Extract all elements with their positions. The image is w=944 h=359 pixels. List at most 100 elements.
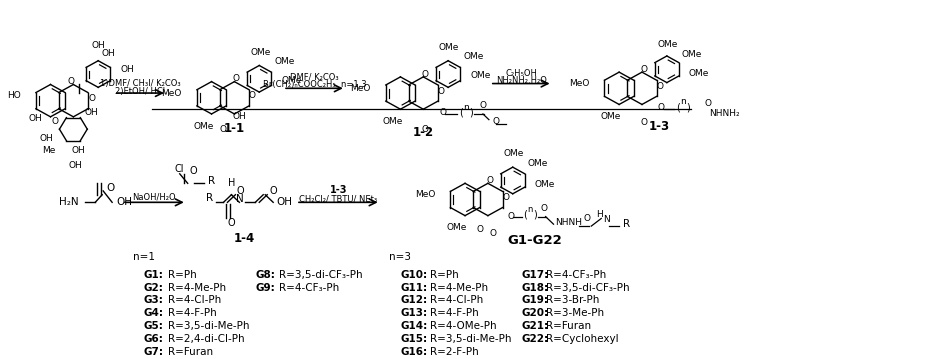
Text: OMe: OMe: [250, 48, 270, 57]
Text: G20:: G20:: [521, 308, 548, 318]
Text: Cl: Cl: [175, 164, 184, 174]
Text: OMe: OMe: [503, 149, 523, 158]
Text: G15:: G15:: [400, 334, 427, 344]
Text: O: O: [439, 108, 446, 117]
Text: NaOH/H₂O: NaOH/H₂O: [132, 192, 176, 201]
Text: G12:: G12:: [400, 295, 427, 306]
Text: OH: OH: [120, 65, 134, 74]
Text: O: O: [190, 166, 197, 176]
Text: CH₂Cl₂/ TBTU/ NEt₃: CH₂Cl₂/ TBTU/ NEt₃: [299, 194, 377, 203]
Text: O: O: [493, 117, 499, 126]
Text: R=Cyclohexyl: R=Cyclohexyl: [545, 334, 617, 344]
Text: G13:: G13:: [400, 308, 427, 318]
Text: R=4-CF₃-Ph: R=4-CF₃-Ph: [545, 270, 605, 280]
Text: O: O: [232, 74, 240, 83]
Text: R=3,5-di-Me-Ph: R=3,5-di-Me-Ph: [168, 321, 249, 331]
Text: 2)EtOH/ HCl: 2)EtOH/ HCl: [115, 87, 165, 95]
Text: R=3,5-di-CF₃-Ph: R=3,5-di-CF₃-Ph: [278, 270, 362, 280]
Text: G10:: G10:: [400, 270, 427, 280]
Text: 1-4: 1-4: [233, 232, 255, 245]
Text: N: N: [235, 195, 243, 205]
Text: ): ): [685, 102, 689, 112]
Text: n: n: [527, 205, 531, 214]
Text: 1-3: 1-3: [648, 120, 668, 133]
Text: R=Ph: R=Ph: [168, 270, 196, 280]
Text: OH: OH: [68, 161, 82, 170]
Text: (: (: [459, 107, 463, 117]
Text: R: R: [206, 192, 213, 202]
Text: R=4-OMe-Ph: R=4-OMe-Ph: [430, 321, 497, 331]
Text: OMe: OMe: [438, 43, 459, 52]
Text: MeO: MeO: [350, 84, 370, 93]
Text: O: O: [106, 183, 114, 193]
Text: O: O: [437, 87, 445, 95]
Text: R=Furan: R=Furan: [168, 347, 212, 357]
Text: R: R: [622, 219, 630, 229]
Text: O: O: [248, 92, 256, 101]
Text: G14:: G14:: [400, 321, 428, 331]
Text: G5:: G5:: [143, 321, 163, 331]
Text: OMe: OMe: [534, 180, 554, 189]
Text: G11:: G11:: [400, 283, 427, 293]
Text: R: R: [208, 176, 214, 186]
Text: n: n: [463, 103, 468, 112]
Text: R=3,5-di-CF₃-Ph: R=3,5-di-CF₃-Ph: [545, 283, 629, 293]
Text: G2:: G2:: [143, 283, 163, 293]
Text: O: O: [540, 204, 547, 213]
Text: OH: OH: [92, 41, 105, 50]
Text: OMe: OMe: [447, 224, 466, 233]
Text: G19:: G19:: [521, 295, 548, 306]
Text: Me: Me: [42, 145, 56, 155]
Text: n=3: n=3: [389, 252, 411, 262]
Text: NHNH₂: NHNH₂: [709, 108, 739, 117]
Text: O: O: [507, 212, 514, 221]
Text: R=4-Cl-Ph: R=4-Cl-Ph: [168, 295, 221, 306]
Text: OH: OH: [101, 48, 115, 58]
Text: R=Furan: R=Furan: [545, 321, 590, 331]
Text: O: O: [656, 82, 663, 91]
Text: R=4-F-Ph: R=4-F-Ph: [168, 308, 216, 318]
Text: H: H: [596, 210, 602, 219]
Text: R=4-CF₃-Ph: R=4-CF₃-Ph: [278, 283, 339, 293]
Text: OH: OH: [116, 197, 132, 208]
Text: OMe: OMe: [463, 52, 483, 61]
Text: OMe: OMe: [382, 117, 402, 126]
Text: O: O: [476, 225, 483, 234]
Text: OH: OH: [28, 114, 42, 123]
Text: ): ): [468, 107, 472, 117]
Text: OH: OH: [72, 145, 85, 155]
Text: OMe: OMe: [274, 57, 295, 66]
Text: OH: OH: [276, 197, 292, 208]
Text: OMe: OMe: [469, 71, 490, 80]
Text: R=4-Cl-Ph: R=4-Cl-Ph: [430, 295, 483, 306]
Text: n: n: [679, 97, 685, 106]
Text: O: O: [583, 214, 590, 223]
Text: O: O: [486, 176, 493, 185]
Text: R=3-Me-Ph: R=3-Me-Ph: [545, 308, 603, 318]
Text: OMe: OMe: [194, 122, 213, 131]
Text: R=2,4-di-Cl-Ph: R=2,4-di-Cl-Ph: [168, 334, 244, 344]
Text: R=Ph: R=Ph: [430, 270, 459, 280]
Text: OMe: OMe: [280, 76, 301, 85]
Text: n=1: n=1: [133, 252, 155, 262]
Text: G3:: G3:: [143, 295, 163, 306]
Text: OH: OH: [84, 108, 98, 117]
Text: OMe: OMe: [688, 69, 708, 78]
Text: DMF/ K₂CO₃: DMF/ K₂CO₃: [290, 73, 338, 81]
Text: MeO: MeO: [568, 79, 589, 88]
Text: G7:: G7:: [143, 347, 163, 357]
Text: (: (: [522, 210, 526, 220]
Text: O: O: [228, 218, 235, 228]
Text: 1-3: 1-3: [329, 185, 346, 195]
Text: O: O: [421, 125, 429, 134]
Text: Br(CH₂)ₙCOOC₂H₅  n=1,3: Br(CH₂)ₙCOOC₂H₅ n=1,3: [262, 80, 366, 89]
Text: MeO: MeO: [161, 89, 181, 98]
Text: C₂H₅OH: C₂H₅OH: [505, 69, 536, 78]
Text: O: O: [703, 99, 710, 108]
Text: G9:: G9:: [255, 283, 275, 293]
Text: R=3-Br-Ph: R=3-Br-Ph: [545, 295, 598, 306]
Text: NH₂NH₂.H₂O: NH₂NH₂.H₂O: [496, 76, 546, 85]
Text: (: (: [675, 102, 679, 112]
Text: 1-1: 1-1: [224, 122, 244, 135]
Text: OMe: OMe: [681, 50, 701, 59]
